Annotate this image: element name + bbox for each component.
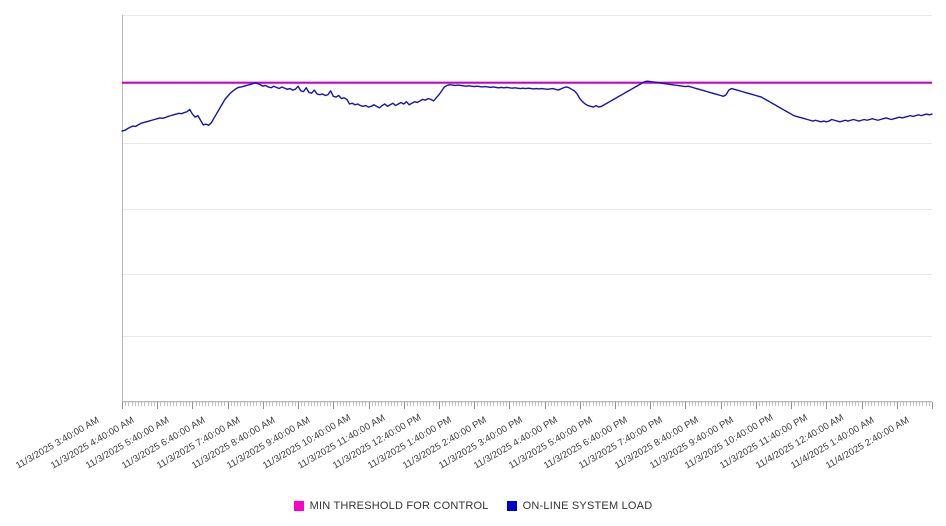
chart-legend: MIN THRESHOLD FOR CONTROL ON-LINE SYSTEM… — [0, 494, 946, 518]
legend-item-threshold[interactable]: MIN THRESHOLD FOR CONTROL — [293, 500, 489, 512]
legend-label-load: ON-LINE SYSTEM LOAD — [522, 500, 653, 512]
legend-item-load[interactable]: ON-LINE SYSTEM LOAD — [506, 500, 653, 512]
legend-swatch-threshold — [293, 501, 304, 511]
gridlines — [122, 15, 932, 403]
legend-swatch-load — [506, 501, 517, 511]
chart-plot-area — [121, 15, 933, 409]
load-series-line — [121, 80, 933, 132]
legend-label-threshold: MIN THRESHOLD FOR CONTROL — [309, 500, 489, 512]
axis-ticks — [122, 402, 933, 409]
x-axis-tick-labels: 11/3/2025 3:40:00 AM 11/3/2025 4:40:00 AM… — [0, 404, 946, 494]
